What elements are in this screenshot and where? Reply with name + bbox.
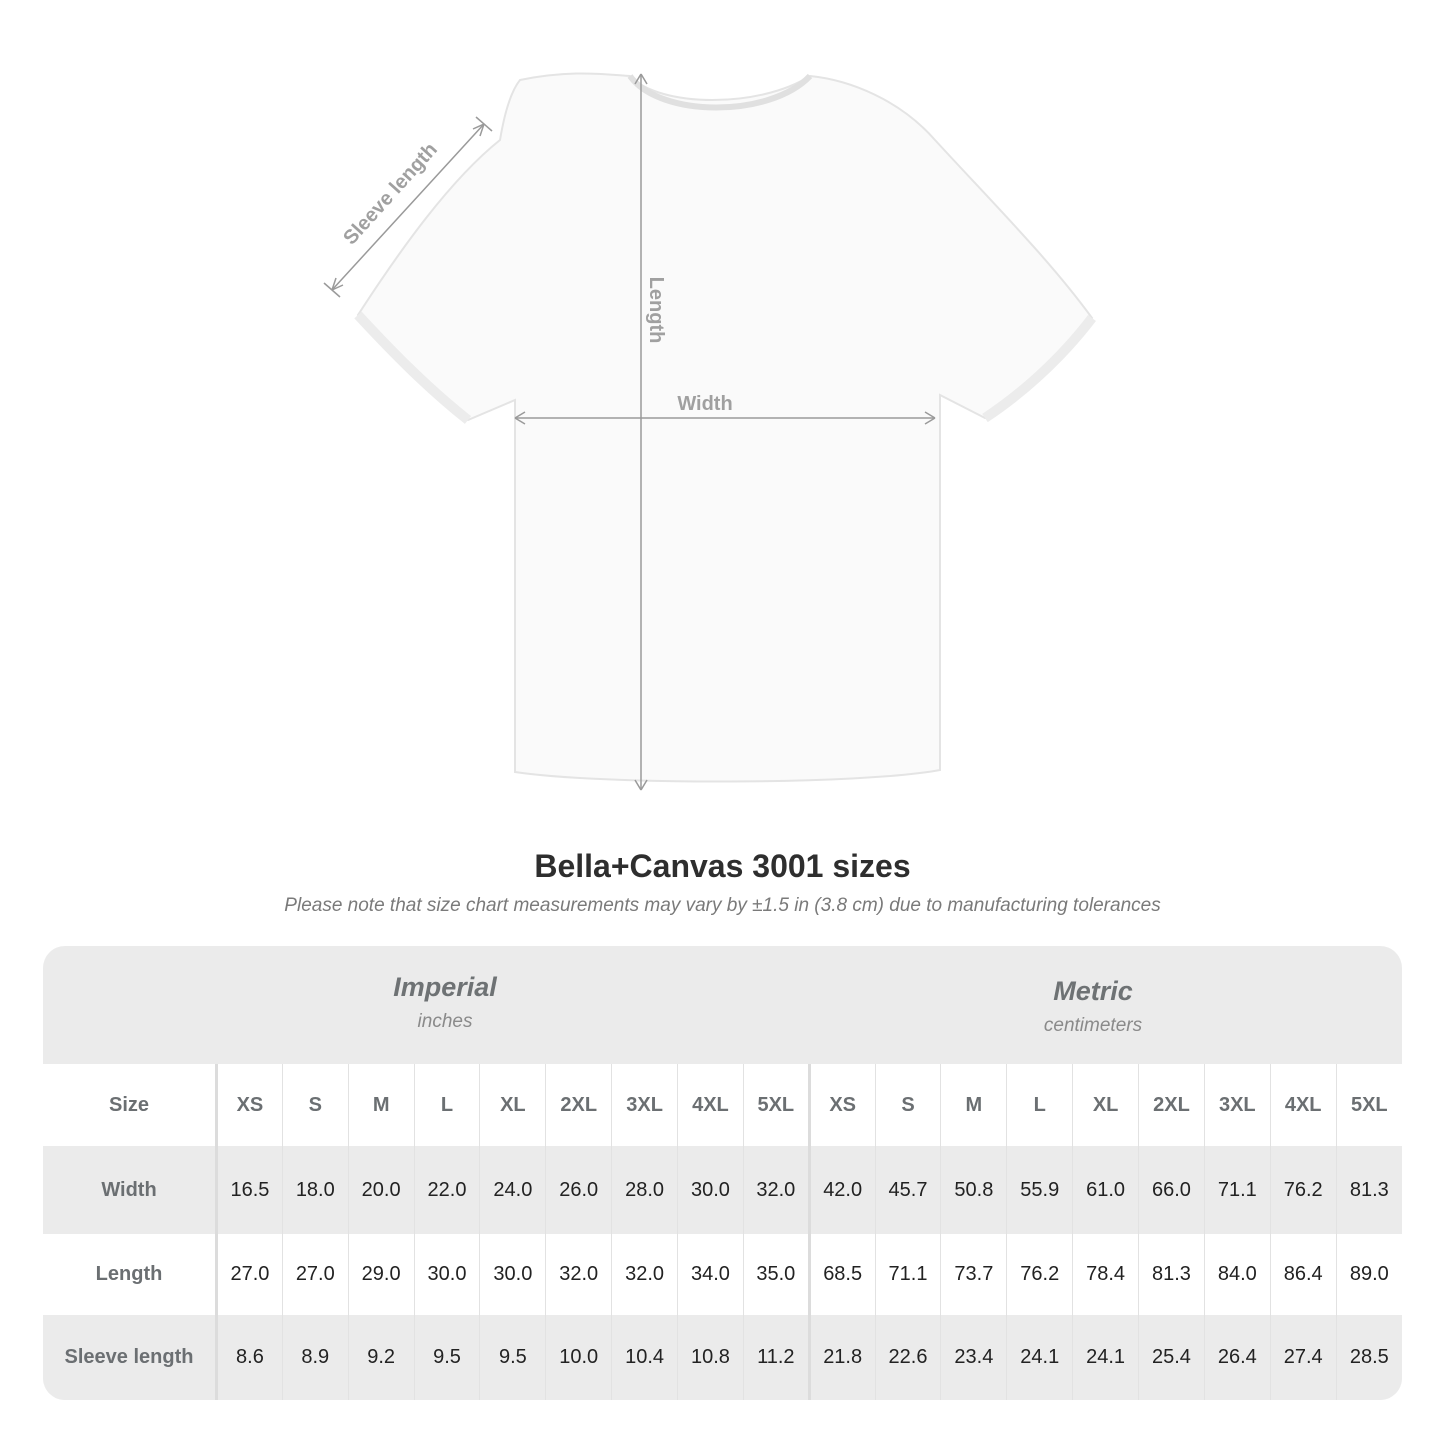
cell-imperial: 32.0 xyxy=(742,1146,810,1234)
size-header-imperial: XS xyxy=(216,1064,283,1146)
size-header-metric: S xyxy=(874,1064,941,1146)
cell-metric: 42.0 xyxy=(807,1146,876,1234)
cell-imperial: 8.6 xyxy=(216,1315,283,1400)
size-header-metric: 4XL xyxy=(1269,1064,1337,1146)
collar xyxy=(627,73,813,111)
cell-metric: 27.4 xyxy=(1269,1315,1337,1400)
size-header-imperial: 5XL xyxy=(742,1064,810,1146)
cell-imperial: 18.0 xyxy=(281,1146,349,1234)
size-header-imperial: L xyxy=(413,1064,480,1146)
table-row: Width 16.5 18.0 20.0 22.0 24.0 26.0 28.0 30.0 32.… xyxy=(43,1146,1402,1234)
tshirt-diagram: Sleeve length Length Width xyxy=(323,72,1096,791)
cell-metric: 89.0 xyxy=(1335,1234,1402,1315)
cell-metric: 71.1 xyxy=(874,1234,941,1315)
cell-metric: 21.8 xyxy=(807,1315,876,1400)
cell-imperial: 34.0 xyxy=(677,1234,744,1315)
cell-imperial: 9.5 xyxy=(479,1315,546,1400)
cell-imperial: 26.0 xyxy=(545,1146,612,1234)
table-row: Length 27.0 27.0 29.0 30.0 30.0 32.0 32.0 34.0 35… xyxy=(43,1234,1402,1315)
size-header-metric: 2XL xyxy=(1138,1064,1205,1146)
size-header-imperial: S xyxy=(281,1064,349,1146)
cell-metric: 25.4 xyxy=(1138,1315,1205,1400)
size-header-metric: XS xyxy=(807,1064,876,1146)
cell-imperial: 11.2 xyxy=(742,1315,810,1400)
size-header-imperial: 4XL xyxy=(677,1064,744,1146)
table-row: Sleeve length 8.6 8.9 9.2 9.5 9.5 10.0 10.4 10.8… xyxy=(43,1315,1402,1400)
size-header-imperial: 2XL xyxy=(545,1064,612,1146)
cell-imperial: 10.4 xyxy=(611,1315,678,1400)
sleeve-hem-right xyxy=(982,314,1096,423)
cell-imperial: 20.0 xyxy=(347,1146,415,1234)
size-header-metric: L xyxy=(1006,1064,1073,1146)
cell-metric: 26.4 xyxy=(1203,1315,1271,1400)
cell-imperial: 32.0 xyxy=(611,1234,678,1315)
cell-imperial: 10.8 xyxy=(677,1315,744,1400)
cell-imperial: 35.0 xyxy=(742,1234,810,1315)
metric-title: Metric xyxy=(1053,976,1133,1006)
tshirt-shape xyxy=(356,72,1094,783)
cell-metric: 23.4 xyxy=(940,1315,1007,1400)
cell-imperial: 24.0 xyxy=(479,1146,546,1234)
cell-imperial: 9.2 xyxy=(347,1315,415,1400)
size-header-metric: M xyxy=(940,1064,1007,1146)
size-header-metric: 5XL xyxy=(1335,1064,1402,1146)
cell-imperial: 29.0 xyxy=(347,1234,415,1315)
cell-metric: 76.2 xyxy=(1269,1146,1337,1234)
page-title: Bella+Canvas 3001 sizes xyxy=(534,848,911,884)
imperial-header: Imperial inches xyxy=(245,972,645,1033)
row-label: Width xyxy=(43,1146,218,1234)
cell-imperial: 32.0 xyxy=(545,1234,612,1315)
cell-imperial: 27.0 xyxy=(281,1234,349,1315)
size-header-imperial: 3XL xyxy=(611,1064,678,1146)
cell-imperial: 28.0 xyxy=(611,1146,678,1234)
cell-imperial: 16.5 xyxy=(216,1146,283,1234)
cell-metric: 28.5 xyxy=(1335,1315,1402,1400)
cell-metric: 45.7 xyxy=(874,1146,941,1234)
cell-metric: 78.4 xyxy=(1072,1234,1139,1315)
cell-metric: 50.8 xyxy=(940,1146,1007,1234)
cell-metric: 76.2 xyxy=(1006,1234,1073,1315)
cell-metric: 24.1 xyxy=(1072,1315,1139,1400)
row-label: Sleeve length xyxy=(43,1315,218,1400)
cell-metric: 73.7 xyxy=(940,1234,1007,1315)
cell-imperial: 22.0 xyxy=(413,1146,480,1234)
cell-metric: 66.0 xyxy=(1138,1146,1205,1234)
cell-metric: 81.3 xyxy=(1138,1234,1205,1315)
cell-metric: 22.6 xyxy=(874,1315,941,1400)
cell-metric: 61.0 xyxy=(1072,1146,1139,1234)
cell-metric: 84.0 xyxy=(1203,1234,1271,1315)
cell-metric: 71.1 xyxy=(1203,1146,1271,1234)
size-header-metric: XL xyxy=(1072,1064,1139,1146)
metric-unit: centimeters xyxy=(1043,1015,1143,1036)
cell-imperial: 9.5 xyxy=(413,1315,480,1400)
imperial-title: Imperial xyxy=(393,972,497,1002)
row-label: Length xyxy=(43,1234,218,1315)
cell-metric: 68.5 xyxy=(807,1234,876,1315)
cell-metric: 81.3 xyxy=(1335,1146,1402,1234)
size-header-imperial: XL xyxy=(479,1064,546,1146)
measurement-arrows xyxy=(323,73,936,791)
cell-imperial: 30.0 xyxy=(677,1146,744,1234)
cell-imperial: 30.0 xyxy=(479,1234,546,1315)
metric-header: Metric centimeters xyxy=(893,976,1293,1037)
cell-imperial: 10.0 xyxy=(545,1315,612,1400)
cell-imperial: 27.0 xyxy=(216,1234,283,1315)
sleeve-hem-left xyxy=(354,311,472,424)
size-header-metric: 3XL xyxy=(1203,1064,1271,1146)
cell-metric: 24.1 xyxy=(1006,1315,1073,1400)
size-chart: Imperial inches Metric centimeters Size X… xyxy=(43,946,1402,1400)
size-header-imperial: M xyxy=(347,1064,415,1146)
cell-metric: 55.9 xyxy=(1006,1146,1073,1234)
cell-imperial: 30.0 xyxy=(413,1234,480,1315)
size-label: Size xyxy=(43,1064,218,1146)
tolerance-note: Please note that size chart measurements… xyxy=(284,895,1161,916)
cell-imperial: 8.9 xyxy=(281,1315,349,1400)
length-label: Length xyxy=(645,277,667,344)
imperial-unit: inches xyxy=(417,1011,473,1032)
size-table: Size XS S M L XL 2XL 3XL 4XL 5XL XS S M L XL 2XL 3XL 4XL 5… xyxy=(43,1064,1402,1400)
width-label: Width xyxy=(677,393,732,415)
cell-metric: 86.4 xyxy=(1269,1234,1337,1315)
size-header-row: Size XS S M L XL 2XL 3XL 4XL 5XL XS S M L XL 2XL 3XL 4XL 5… xyxy=(43,1064,1402,1146)
